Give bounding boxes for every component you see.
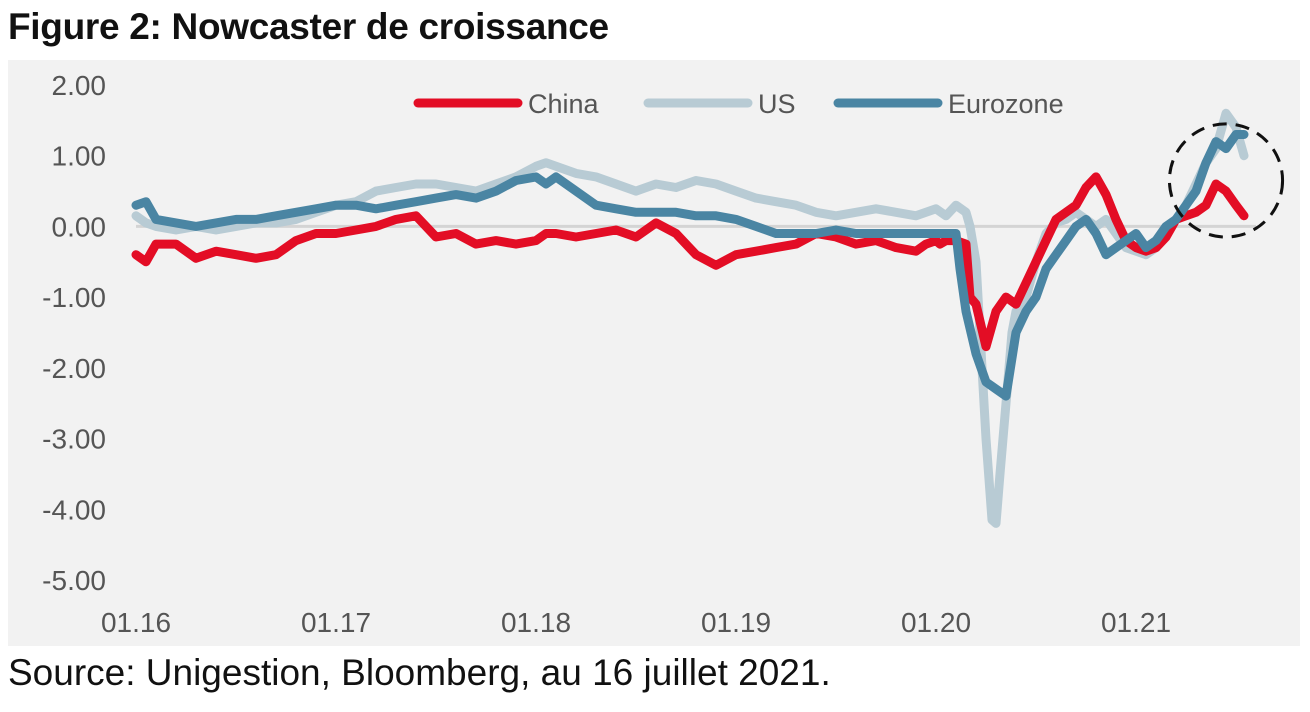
y-tick-label: -2.00 [42, 353, 106, 384]
x-tick-label: 01.17 [301, 607, 371, 638]
x-tick-label: 01.19 [701, 607, 771, 638]
y-tick-label: -1.00 [42, 282, 106, 313]
highlight-circle [1167, 122, 1285, 239]
x-tick-label: 01.20 [901, 607, 971, 638]
y-tick-label: 2.00 [52, 70, 107, 101]
y-tick-label: -4.00 [42, 494, 106, 525]
x-tick-label: 01.21 [1101, 607, 1171, 638]
y-tick-label: 0.00 [52, 211, 107, 242]
series-line-china [131, 172, 1249, 352]
y-tick-label: 1.00 [52, 141, 107, 172]
x-tick-label: 01.18 [501, 607, 571, 638]
legend-label-china: China [528, 89, 600, 119]
series-line-us [131, 108, 1249, 528]
chart-title: Figure 2: Nowcaster de croissance [8, 6, 609, 47]
legend-label-us: US [758, 89, 796, 119]
chart-panel: 2.00 1.00 0.00 -1.00 -2.00 -3.00 -4.00 -5.00 01… [8, 60, 1300, 646]
y-tick-label: -3.00 [42, 424, 106, 455]
legend-label-eurozone: Eurozone [948, 89, 1064, 119]
line-chart: 2.00 1.00 0.00 -1.00 -2.00 -3.00 -4.00 -5.00 01… [42, 70, 1285, 638]
legend: China US Eurozone [413, 89, 1064, 119]
series-line-eurozone [131, 130, 1249, 401]
x-axis-ticks: 01.16 01.17 01.18 01.19 01.20 01.21 [101, 607, 1171, 638]
series-group [131, 108, 1249, 528]
x-tick-label: 01.16 [101, 607, 171, 638]
source-note: Source: Unigestion, Bloomberg, au 16 jui… [8, 652, 831, 693]
y-axis-ticks: 2.00 1.00 0.00 -1.00 -2.00 -3.00 -4.00 -5.00 [42, 70, 106, 596]
y-tick-label: -5.00 [42, 565, 106, 596]
